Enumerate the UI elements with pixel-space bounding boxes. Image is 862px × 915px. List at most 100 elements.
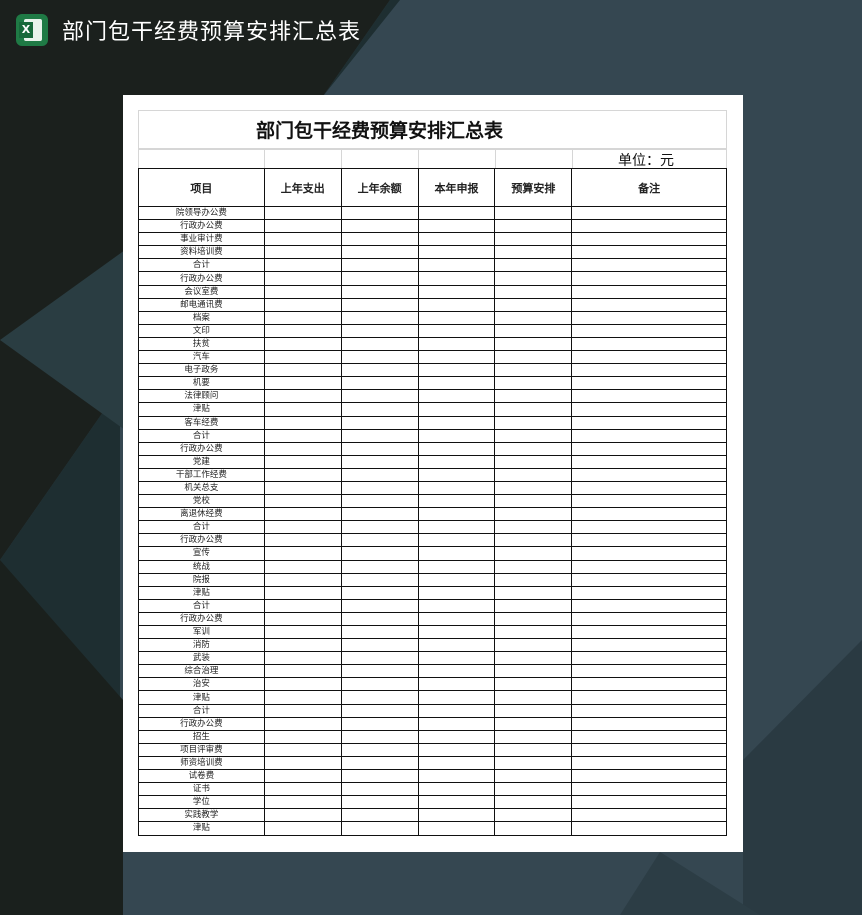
data-cell[interactable] xyxy=(417,651,496,666)
data-cell[interactable] xyxy=(340,782,419,797)
row-label-cell[interactable]: 津贴 xyxy=(138,821,265,836)
data-cell[interactable] xyxy=(571,585,727,600)
row-label-cell[interactable]: 津贴 xyxy=(138,690,265,705)
data-cell[interactable] xyxy=(340,795,419,810)
data-cell[interactable] xyxy=(571,782,727,797)
data-cell[interactable] xyxy=(571,559,727,574)
data-cell[interactable] xyxy=(417,808,496,823)
row-label-cell[interactable]: 招生 xyxy=(138,729,265,744)
data-cell[interactable] xyxy=(494,415,573,430)
row-label-cell[interactable]: 合计 xyxy=(138,703,265,718)
row-label-cell[interactable]: 项目评审费 xyxy=(138,742,265,757)
data-cell[interactable] xyxy=(494,258,573,273)
data-cell[interactable] xyxy=(417,585,496,600)
data-cell[interactable] xyxy=(494,769,573,784)
row-label-cell[interactable]: 合计 xyxy=(138,428,265,443)
data-cell[interactable] xyxy=(494,389,573,404)
data-cell[interactable] xyxy=(340,284,419,299)
data-cell[interactable] xyxy=(340,520,419,535)
data-cell[interactable] xyxy=(263,441,342,456)
data-cell[interactable] xyxy=(494,546,573,561)
data-cell[interactable] xyxy=(340,336,419,352)
data-cell[interactable] xyxy=(263,363,342,378)
data-cell[interactable] xyxy=(494,677,573,692)
column-header-item[interactable]: 项目 xyxy=(138,168,265,207)
data-cell[interactable] xyxy=(417,415,496,430)
data-cell[interactable] xyxy=(571,546,727,561)
data-cell[interactable] xyxy=(263,258,342,273)
row-label-cell[interactable]: 统战 xyxy=(138,559,265,574)
data-cell[interactable] xyxy=(571,703,727,718)
data-cell[interactable] xyxy=(417,219,496,234)
data-cell[interactable] xyxy=(263,808,342,823)
data-cell[interactable] xyxy=(417,284,496,299)
data-cell[interactable] xyxy=(263,245,342,260)
data-cell[interactable] xyxy=(263,533,342,548)
data-cell[interactable] xyxy=(571,572,727,587)
row-label-cell[interactable]: 电子政务 xyxy=(138,363,265,378)
data-cell[interactable] xyxy=(571,769,727,784)
data-cell[interactable] xyxy=(263,572,342,587)
row-label-cell[interactable]: 宣传 xyxy=(138,546,265,561)
row-label-cell[interactable]: 合计 xyxy=(138,520,265,535)
data-cell[interactable] xyxy=(263,284,342,299)
data-cell[interactable] xyxy=(263,716,342,731)
data-cell[interactable] xyxy=(494,507,573,522)
data-cell[interactable] xyxy=(494,821,573,836)
data-cell[interactable] xyxy=(417,716,496,731)
row-label-cell[interactable]: 综合治理 xyxy=(138,664,265,679)
row-label-cell[interactable]: 汽车 xyxy=(138,350,265,365)
data-cell[interactable] xyxy=(263,494,342,509)
data-cell[interactable] xyxy=(417,624,496,640)
data-cell[interactable] xyxy=(340,441,419,456)
data-cell[interactable] xyxy=(417,310,496,325)
data-cell[interactable] xyxy=(263,611,342,627)
data-cell[interactable] xyxy=(417,389,496,404)
row-label-cell[interactable]: 客车经费 xyxy=(138,415,265,430)
data-cell[interactable] xyxy=(571,415,727,430)
data-cell[interactable] xyxy=(494,350,573,365)
data-cell[interactable] xyxy=(494,703,573,718)
data-cell[interactable] xyxy=(340,363,419,378)
data-cell[interactable] xyxy=(417,690,496,705)
data-cell[interactable] xyxy=(571,389,727,404)
row-label-cell[interactable]: 文印 xyxy=(138,323,265,338)
data-cell[interactable] xyxy=(340,703,419,718)
data-cell[interactable] xyxy=(340,467,419,482)
data-cell[interactable] xyxy=(340,376,419,391)
data-cell[interactable] xyxy=(417,336,496,352)
data-cell[interactable] xyxy=(263,821,342,836)
data-cell[interactable] xyxy=(417,205,496,221)
data-cell[interactable] xyxy=(417,533,496,548)
data-cell[interactable] xyxy=(571,795,727,810)
data-cell[interactable] xyxy=(417,742,496,757)
data-cell[interactable] xyxy=(340,494,419,509)
data-cell[interactable] xyxy=(417,559,496,574)
column-header-this-year-request[interactable]: 本年申报 xyxy=(417,168,496,207)
data-cell[interactable] xyxy=(340,821,419,836)
column-header-budget[interactable]: 预算安排 xyxy=(494,168,573,207)
data-cell[interactable] xyxy=(263,677,342,692)
row-label-cell[interactable]: 证书 xyxy=(138,782,265,797)
data-cell[interactable] xyxy=(571,742,727,757)
data-cell[interactable] xyxy=(340,389,419,404)
data-cell[interactable] xyxy=(571,716,727,731)
row-label-cell[interactable]: 消防 xyxy=(138,638,265,653)
data-cell[interactable] xyxy=(571,598,727,613)
data-cell[interactable] xyxy=(340,533,419,548)
data-cell[interactable] xyxy=(571,376,727,391)
data-cell[interactable] xyxy=(263,350,342,365)
data-cell[interactable] xyxy=(340,808,419,823)
data-cell[interactable] xyxy=(494,467,573,482)
row-label-cell[interactable]: 法律顾问 xyxy=(138,389,265,404)
data-cell[interactable] xyxy=(340,651,419,666)
data-cell[interactable] xyxy=(571,651,727,666)
row-label-cell[interactable]: 行政办公费 xyxy=(138,219,265,234)
data-cell[interactable] xyxy=(263,219,342,234)
data-cell[interactable] xyxy=(417,441,496,456)
data-cell[interactable] xyxy=(340,769,419,784)
column-header-last-year-balance[interactable]: 上年余额 xyxy=(340,168,419,207)
data-cell[interactable] xyxy=(340,677,419,692)
data-cell[interactable] xyxy=(494,651,573,666)
data-cell[interactable] xyxy=(571,677,727,692)
